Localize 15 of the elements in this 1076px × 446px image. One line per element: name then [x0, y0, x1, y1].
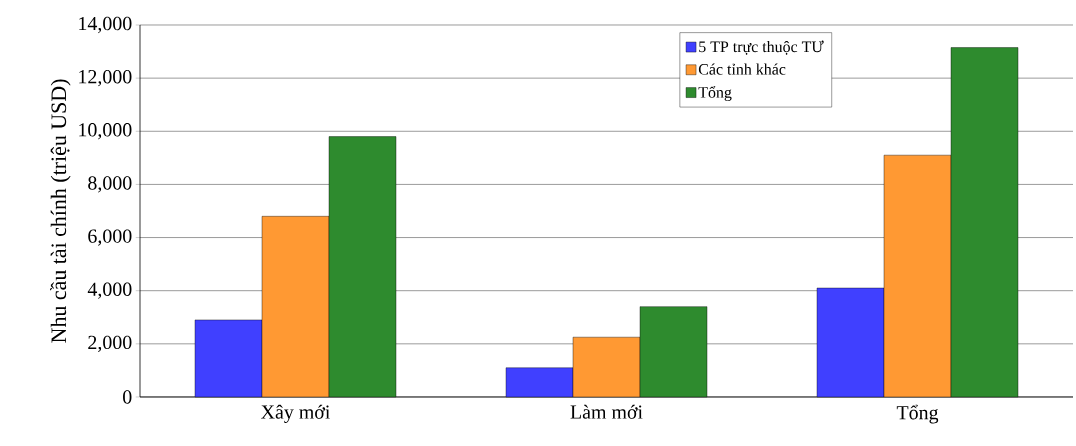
y-tick-label: 10,000 — [79, 123, 132, 140]
x-tick-label: Làm mới — [570, 404, 643, 419]
legend-label: 5 TP trực thuộc TƯ — [699, 40, 824, 55]
legend-label: Các tỉnh khác — [698, 63, 786, 75]
y-axis-title: Nhu cầu tài chính (triệu USD) — [50, 79, 71, 343]
y-tick-label: 0 — [123, 390, 132, 404]
y-tick-label: 14,000 — [79, 16, 132, 34]
x-tick-label: Xây mới — [261, 404, 331, 423]
y-tick-label: 4,000 — [87, 282, 132, 299]
y-tick-label: 8,000 — [88, 176, 132, 193]
y-tick-label: 2,000 — [88, 335, 132, 352]
y-tick-label: 12,000 — [79, 69, 132, 87]
x-tick-label: Tổng — [896, 404, 939, 424]
y-tick-label: 6,000 — [88, 229, 132, 246]
legend-label: Tổng — [698, 86, 732, 102]
